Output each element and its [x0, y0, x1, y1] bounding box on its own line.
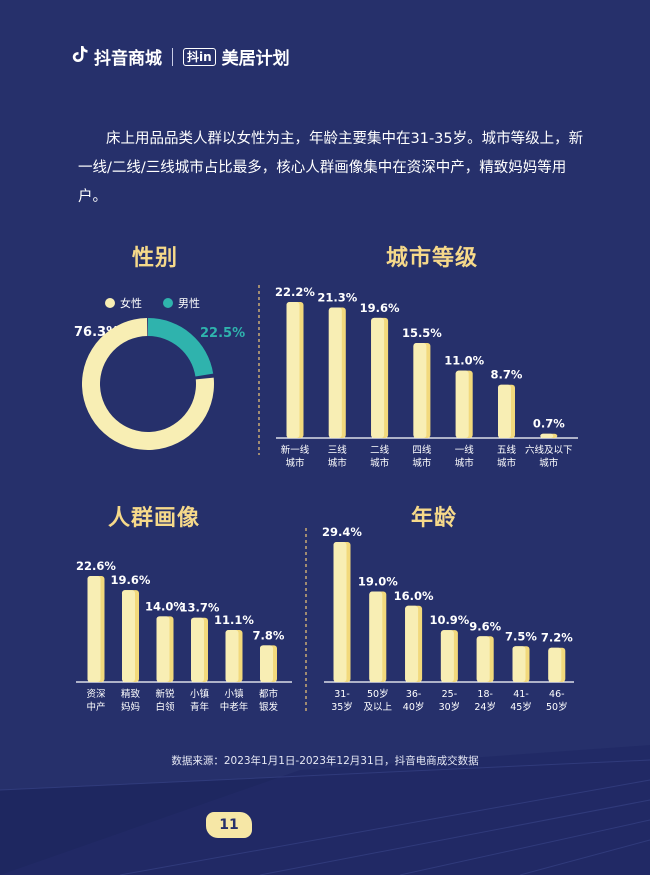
brand-plan: 美居计划 [221, 49, 290, 69]
page-number: 11 [206, 812, 252, 838]
city-tier-title: 城市等级 [386, 246, 479, 271]
value-label-persona-1: 19.6% [111, 573, 151, 587]
category-label-persona-2: 新锐白领 [155, 688, 175, 713]
bar-age-2 [405, 605, 423, 682]
city-tier-bars: 22.2% 新一线城市 21.3% 三线城市 19.6% 二线城市 15.5% 四线城市 11.… [275, 285, 573, 469]
category-label-age-1: 50岁及以上 [364, 688, 393, 713]
value-label-age-3: 10.9% [429, 613, 469, 627]
category-label-persona-1: 精致妈妈 [121, 688, 141, 713]
category-label-age-4: 18-24岁 [474, 689, 496, 713]
value-label-city-3: 15.5% [402, 326, 442, 340]
age-bars: 29.4% 31-35岁 19.0% 50岁及以上 16.0% 36-40岁 10.9% 25… [322, 525, 573, 713]
male-percent-label: 22.5% [200, 326, 245, 341]
bar-city-4 [455, 370, 473, 438]
value-label-city-6: 0.7% [533, 417, 565, 431]
bar-persona-3 [191, 617, 208, 682]
bar-age-1 [369, 591, 387, 682]
value-label-age-2: 16.0% [394, 589, 434, 603]
intro-paragraph: 床上用品品类人群以女性为主，年龄主要集中在31-35岁。城市等级上，新一线/二线… [78, 131, 584, 205]
bar-city-3 [413, 343, 431, 438]
category-label-age-5: 41-45岁 [510, 689, 532, 713]
value-label-age-6: 7.2% [541, 631, 573, 645]
value-label-city-1: 21.3% [317, 291, 357, 305]
persona-bars: 22.6% 资深中产 19.6% 精致妈妈 14.0% 新锐白领 13.7% 小镇青年 11.1… [76, 559, 285, 713]
legend-female-swatch [105, 298, 115, 308]
category-label-age-0: 31-35岁 [331, 689, 353, 713]
brand-name: 抖音商城 [94, 49, 162, 69]
legend-male-swatch [163, 298, 173, 308]
data-source-note: 数据来源：2023年1月1日-2023年12月31日，抖音电商成交数据 [171, 755, 479, 767]
value-label-persona-2: 14.0% [145, 599, 185, 613]
value-label-age-0: 29.4% [322, 525, 362, 539]
age-title: 年龄 [411, 506, 458, 531]
category-label-persona-4: 小镇中老年 [220, 688, 249, 713]
male-slice [148, 318, 214, 377]
gender-title: 性别 [132, 246, 179, 271]
category-label-city-4: 一线城市 [455, 444, 475, 469]
value-label-city-5: 8.7% [491, 368, 523, 382]
value-label-persona-0: 22.6% [76, 559, 116, 573]
douyin-logo-icon [72, 45, 88, 68]
legend-male-label: 男性 [178, 296, 200, 310]
category-label-age-2: 36-40岁 [403, 689, 425, 713]
category-label-city-6: 六线及以下城市 [525, 444, 573, 469]
bar-persona-0 [87, 576, 105, 682]
value-label-city-4: 11.0% [444, 354, 484, 368]
value-label-age-5: 7.5% [505, 629, 537, 643]
value-label-age-4: 9.6% [469, 619, 501, 633]
brand-header: 抖音商城 抖in 美居计划 [72, 44, 290, 69]
category-label-city-5: 五线城市 [497, 444, 517, 469]
gender-donut: 女性 男性 76.3% 22.5% [74, 296, 245, 451]
bar-city-1 [328, 307, 346, 438]
value-label-age-1: 19.0% [358, 575, 398, 589]
bar-age-6 [548, 647, 566, 682]
category-label-city-0: 新一线城市 [281, 444, 310, 469]
bar-city-0 [286, 302, 304, 438]
bar-persona-2 [156, 616, 174, 682]
category-label-city-1: 三线城市 [328, 444, 348, 469]
bar-persona-5 [260, 645, 277, 682]
value-label-persona-3: 13.7% [180, 601, 220, 615]
value-label-persona-5: 7.8% [253, 628, 285, 642]
category-label-city-2: 二线城市 [370, 444, 390, 469]
bar-persona-1 [122, 590, 139, 682]
value-label-city-0: 22.2% [275, 285, 315, 299]
bar-age-0 [333, 542, 351, 682]
bar-age-5 [512, 646, 530, 682]
category-label-persona-5: 都市银发 [259, 688, 279, 713]
legend-female-label: 女性 [120, 296, 142, 310]
category-label-persona-3: 小镇青年 [190, 688, 210, 713]
value-label-persona-4: 11.1% [214, 613, 254, 627]
brand-badge: 抖in [183, 47, 216, 66]
bar-city-2 [371, 317, 389, 438]
category-label-persona-0: 资深中产 [86, 689, 106, 713]
category-label-city-3: 四线城市 [412, 444, 432, 469]
bar-persona-4 [225, 629, 243, 682]
category-label-age-6: 46-50岁 [546, 689, 568, 713]
category-label-age-3: 25-30岁 [439, 689, 461, 713]
bar-age-3 [440, 630, 458, 682]
brand-divider [172, 47, 173, 66]
bar-city-5 [498, 384, 515, 438]
bar-city-6 [540, 433, 558, 438]
value-label-city-2: 19.6% [360, 301, 400, 315]
bar-age-4 [476, 636, 494, 682]
persona-title: 人群画像 [108, 506, 201, 531]
